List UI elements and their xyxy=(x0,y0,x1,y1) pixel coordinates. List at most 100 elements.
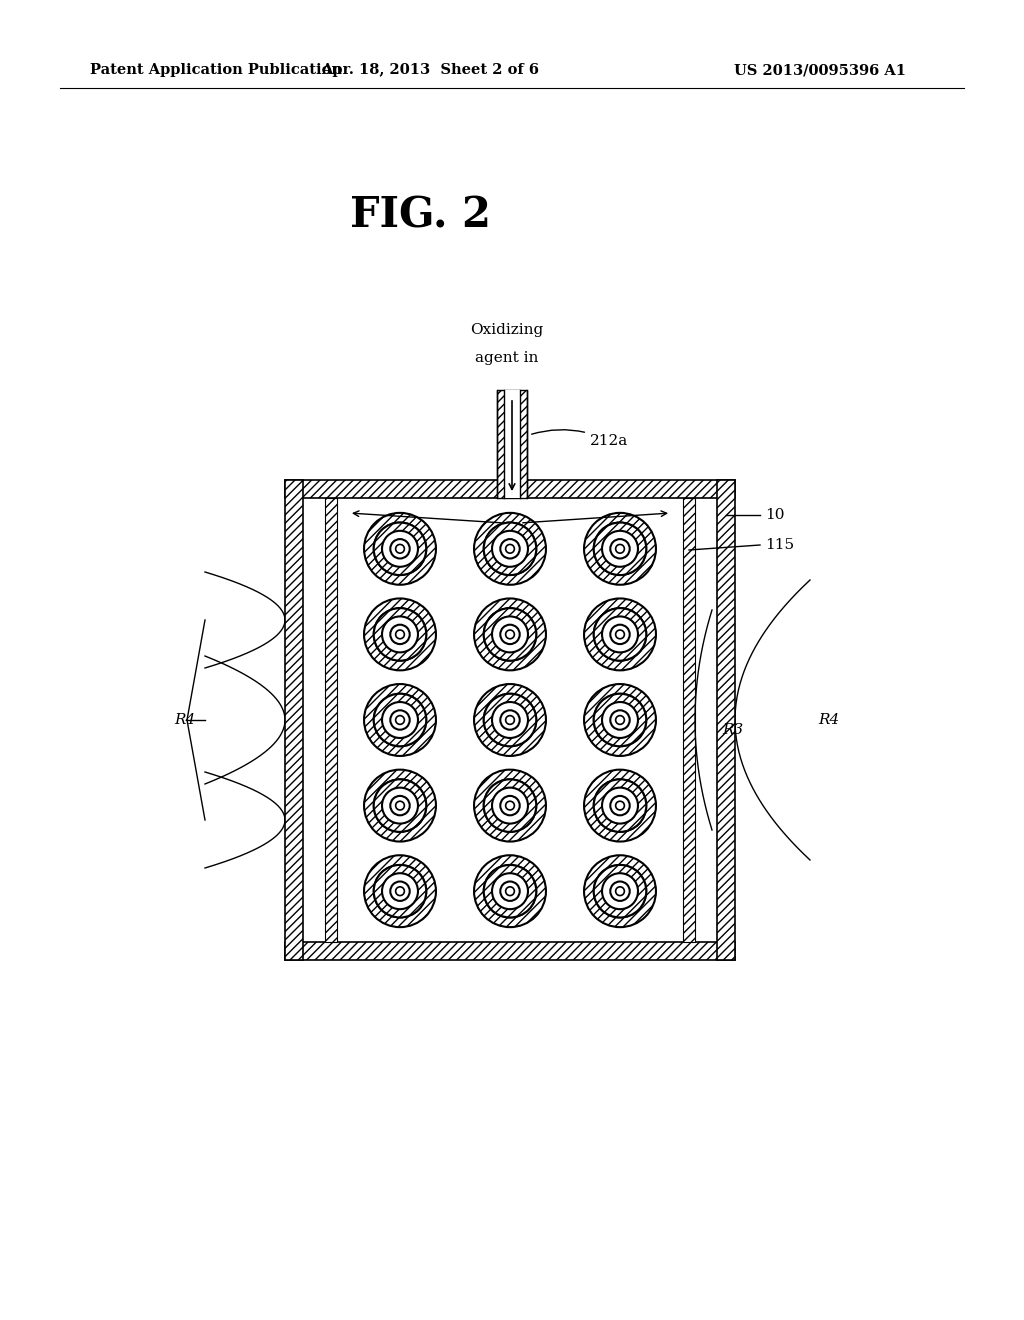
Circle shape xyxy=(390,710,410,730)
Circle shape xyxy=(492,531,528,566)
Circle shape xyxy=(584,513,656,585)
Circle shape xyxy=(594,865,646,917)
Circle shape xyxy=(374,694,426,746)
Circle shape xyxy=(501,624,520,644)
Circle shape xyxy=(492,874,528,909)
Circle shape xyxy=(594,865,646,917)
Circle shape xyxy=(365,770,436,842)
Circle shape xyxy=(594,694,646,746)
Bar xyxy=(285,480,303,960)
Circle shape xyxy=(365,684,436,756)
Circle shape xyxy=(492,788,528,824)
Circle shape xyxy=(365,513,436,585)
Circle shape xyxy=(594,779,646,832)
Circle shape xyxy=(382,531,418,566)
Text: Patent Application Publication: Patent Application Publication xyxy=(90,63,342,77)
Circle shape xyxy=(506,544,514,553)
Circle shape xyxy=(594,609,646,660)
Circle shape xyxy=(395,887,404,895)
Circle shape xyxy=(610,624,630,644)
Circle shape xyxy=(594,523,646,576)
Circle shape xyxy=(483,694,537,746)
Circle shape xyxy=(390,882,410,902)
Bar xyxy=(683,498,695,942)
Circle shape xyxy=(501,539,520,558)
Bar xyxy=(303,498,325,942)
Circle shape xyxy=(501,796,520,816)
Circle shape xyxy=(483,609,537,660)
Circle shape xyxy=(483,523,537,576)
Circle shape xyxy=(374,779,426,832)
Circle shape xyxy=(483,609,537,660)
Bar xyxy=(504,389,520,498)
Circle shape xyxy=(374,523,426,576)
Text: 10: 10 xyxy=(765,508,784,521)
Text: R3: R3 xyxy=(722,723,743,737)
Circle shape xyxy=(395,801,404,810)
Circle shape xyxy=(474,598,546,671)
Circle shape xyxy=(602,874,638,909)
Circle shape xyxy=(610,539,630,558)
Circle shape xyxy=(395,544,404,553)
Bar xyxy=(497,389,527,498)
Circle shape xyxy=(594,523,646,576)
Circle shape xyxy=(365,598,436,671)
Circle shape xyxy=(374,609,426,660)
Circle shape xyxy=(483,865,537,917)
Circle shape xyxy=(501,882,520,902)
Circle shape xyxy=(483,694,537,746)
Circle shape xyxy=(584,598,656,671)
Circle shape xyxy=(474,513,546,585)
Circle shape xyxy=(365,855,436,927)
Circle shape xyxy=(615,544,625,553)
Circle shape xyxy=(501,710,520,730)
Circle shape xyxy=(584,855,656,927)
Text: 212a: 212a xyxy=(531,430,629,447)
Bar xyxy=(683,498,717,942)
Circle shape xyxy=(483,523,537,576)
Circle shape xyxy=(594,694,646,746)
Text: R4: R4 xyxy=(818,713,840,727)
Circle shape xyxy=(474,855,546,927)
Circle shape xyxy=(483,865,537,917)
Circle shape xyxy=(615,801,625,810)
Circle shape xyxy=(374,609,426,660)
Circle shape xyxy=(374,523,426,576)
Circle shape xyxy=(374,865,426,917)
Circle shape xyxy=(382,874,418,909)
Circle shape xyxy=(390,796,410,816)
Circle shape xyxy=(594,609,646,660)
Circle shape xyxy=(602,702,638,738)
Circle shape xyxy=(602,788,638,824)
Circle shape xyxy=(610,882,630,902)
Circle shape xyxy=(395,630,404,639)
Circle shape xyxy=(382,788,418,824)
Circle shape xyxy=(615,630,625,639)
Circle shape xyxy=(610,710,630,730)
Circle shape xyxy=(374,779,426,832)
Circle shape xyxy=(390,624,410,644)
Circle shape xyxy=(483,779,537,832)
Circle shape xyxy=(602,531,638,566)
Circle shape xyxy=(615,887,625,895)
Circle shape xyxy=(594,779,646,832)
Circle shape xyxy=(615,715,625,725)
Circle shape xyxy=(506,887,514,895)
Circle shape xyxy=(610,796,630,816)
Circle shape xyxy=(390,539,410,558)
Text: Oxidizing: Oxidizing xyxy=(470,323,544,337)
Bar xyxy=(285,942,735,960)
Bar xyxy=(285,480,735,498)
Circle shape xyxy=(492,616,528,652)
Circle shape xyxy=(492,702,528,738)
Circle shape xyxy=(374,694,426,746)
Circle shape xyxy=(506,801,514,810)
Circle shape xyxy=(506,630,514,639)
Text: Apr. 18, 2013  Sheet 2 of 6: Apr. 18, 2013 Sheet 2 of 6 xyxy=(321,63,539,77)
Circle shape xyxy=(374,865,426,917)
Text: agent in: agent in xyxy=(475,351,539,366)
Circle shape xyxy=(474,684,546,756)
Text: FIG. 2: FIG. 2 xyxy=(349,194,490,236)
Circle shape xyxy=(602,616,638,652)
Circle shape xyxy=(483,779,537,832)
